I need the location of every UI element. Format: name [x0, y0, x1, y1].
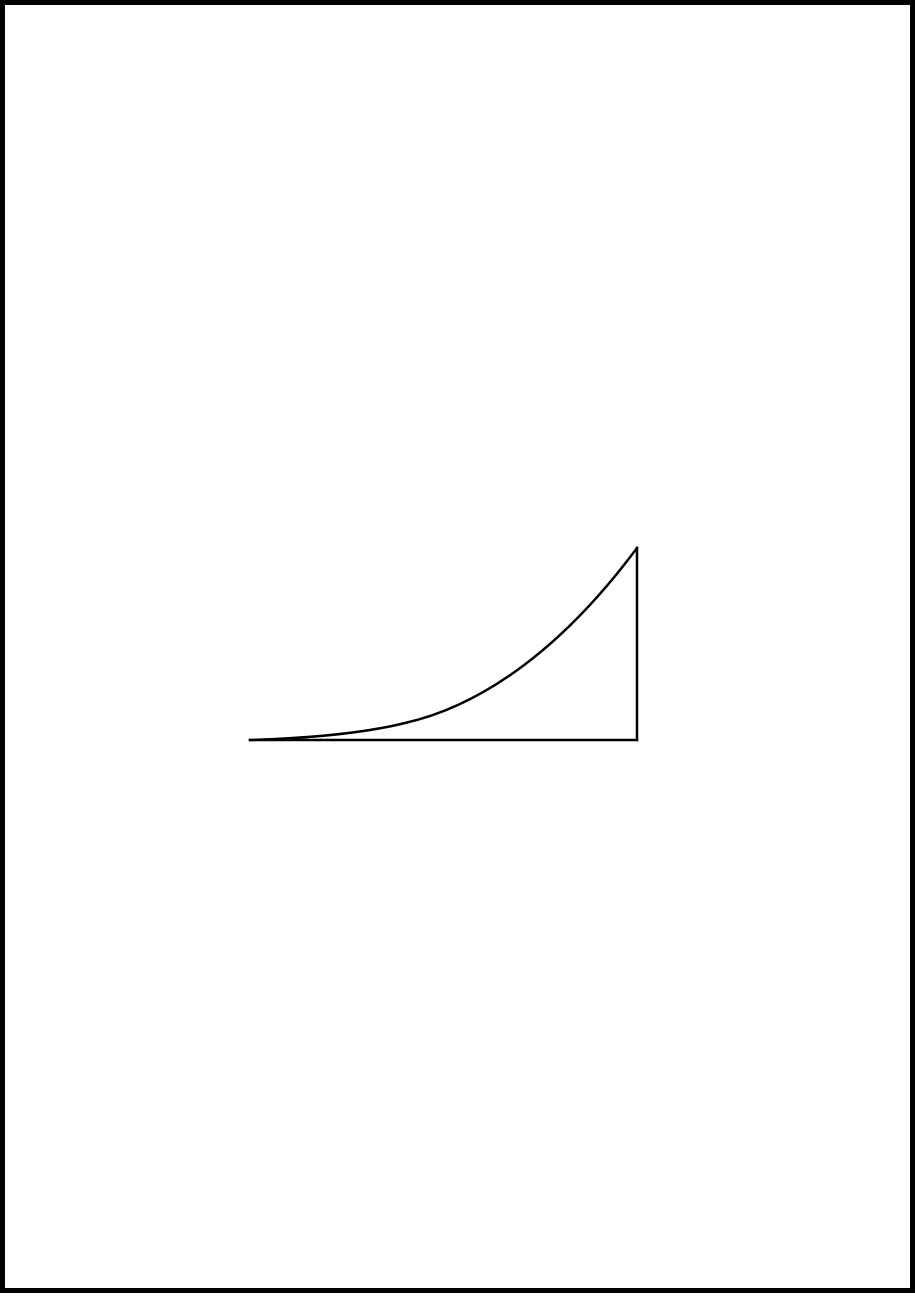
diagram-canvas [248, 546, 639, 742]
curved-triangle-shape [248, 546, 639, 742]
curved-edge [248, 546, 639, 742]
